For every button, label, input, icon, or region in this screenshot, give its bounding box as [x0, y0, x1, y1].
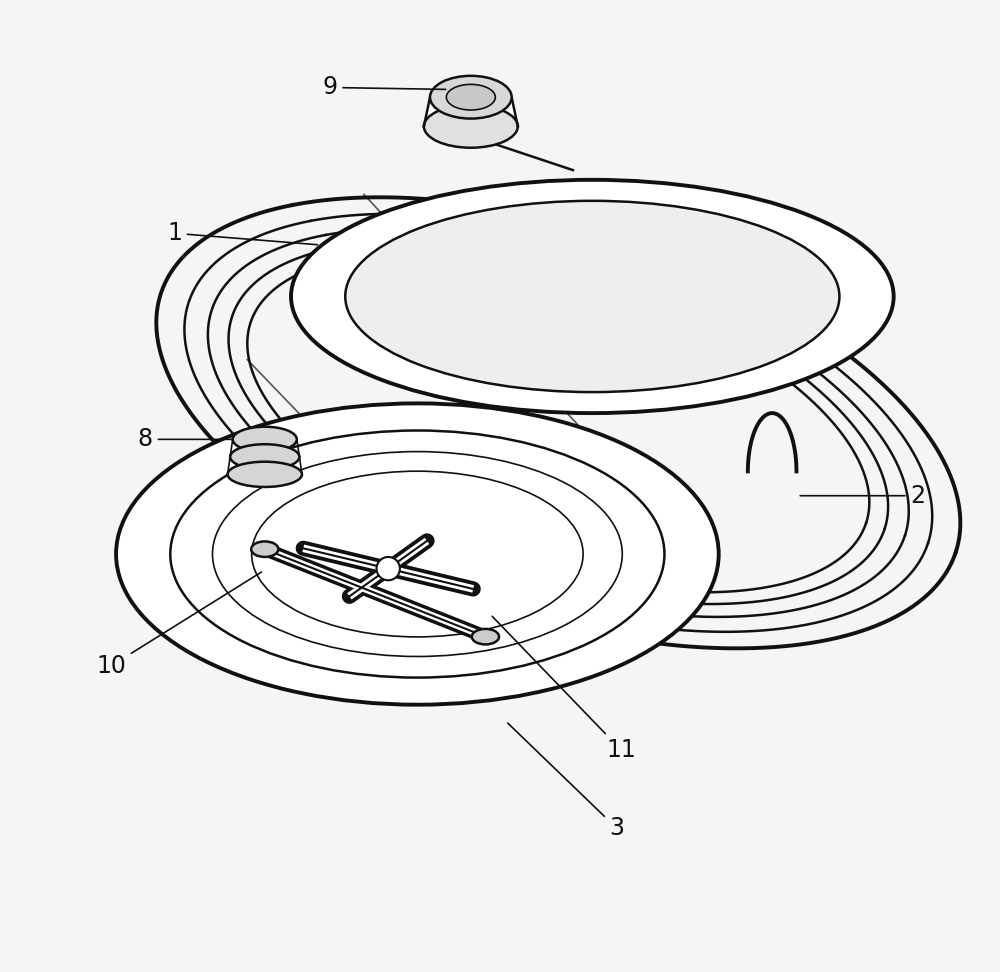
- Ellipse shape: [345, 201, 839, 392]
- Ellipse shape: [430, 76, 512, 119]
- Text: 11: 11: [492, 616, 636, 762]
- Ellipse shape: [233, 427, 297, 452]
- Ellipse shape: [424, 105, 518, 148]
- Ellipse shape: [251, 541, 278, 557]
- Text: 9: 9: [322, 76, 446, 99]
- Polygon shape: [424, 97, 518, 126]
- Circle shape: [377, 557, 400, 580]
- Ellipse shape: [116, 403, 719, 705]
- Ellipse shape: [472, 629, 499, 644]
- Ellipse shape: [291, 180, 894, 413]
- Text: 1: 1: [167, 222, 317, 245]
- Ellipse shape: [228, 462, 302, 487]
- Text: 2: 2: [800, 484, 925, 507]
- Text: 10: 10: [96, 573, 261, 677]
- Ellipse shape: [230, 444, 299, 469]
- Text: 8: 8: [138, 428, 233, 451]
- Ellipse shape: [446, 85, 495, 110]
- Text: 3: 3: [508, 723, 624, 840]
